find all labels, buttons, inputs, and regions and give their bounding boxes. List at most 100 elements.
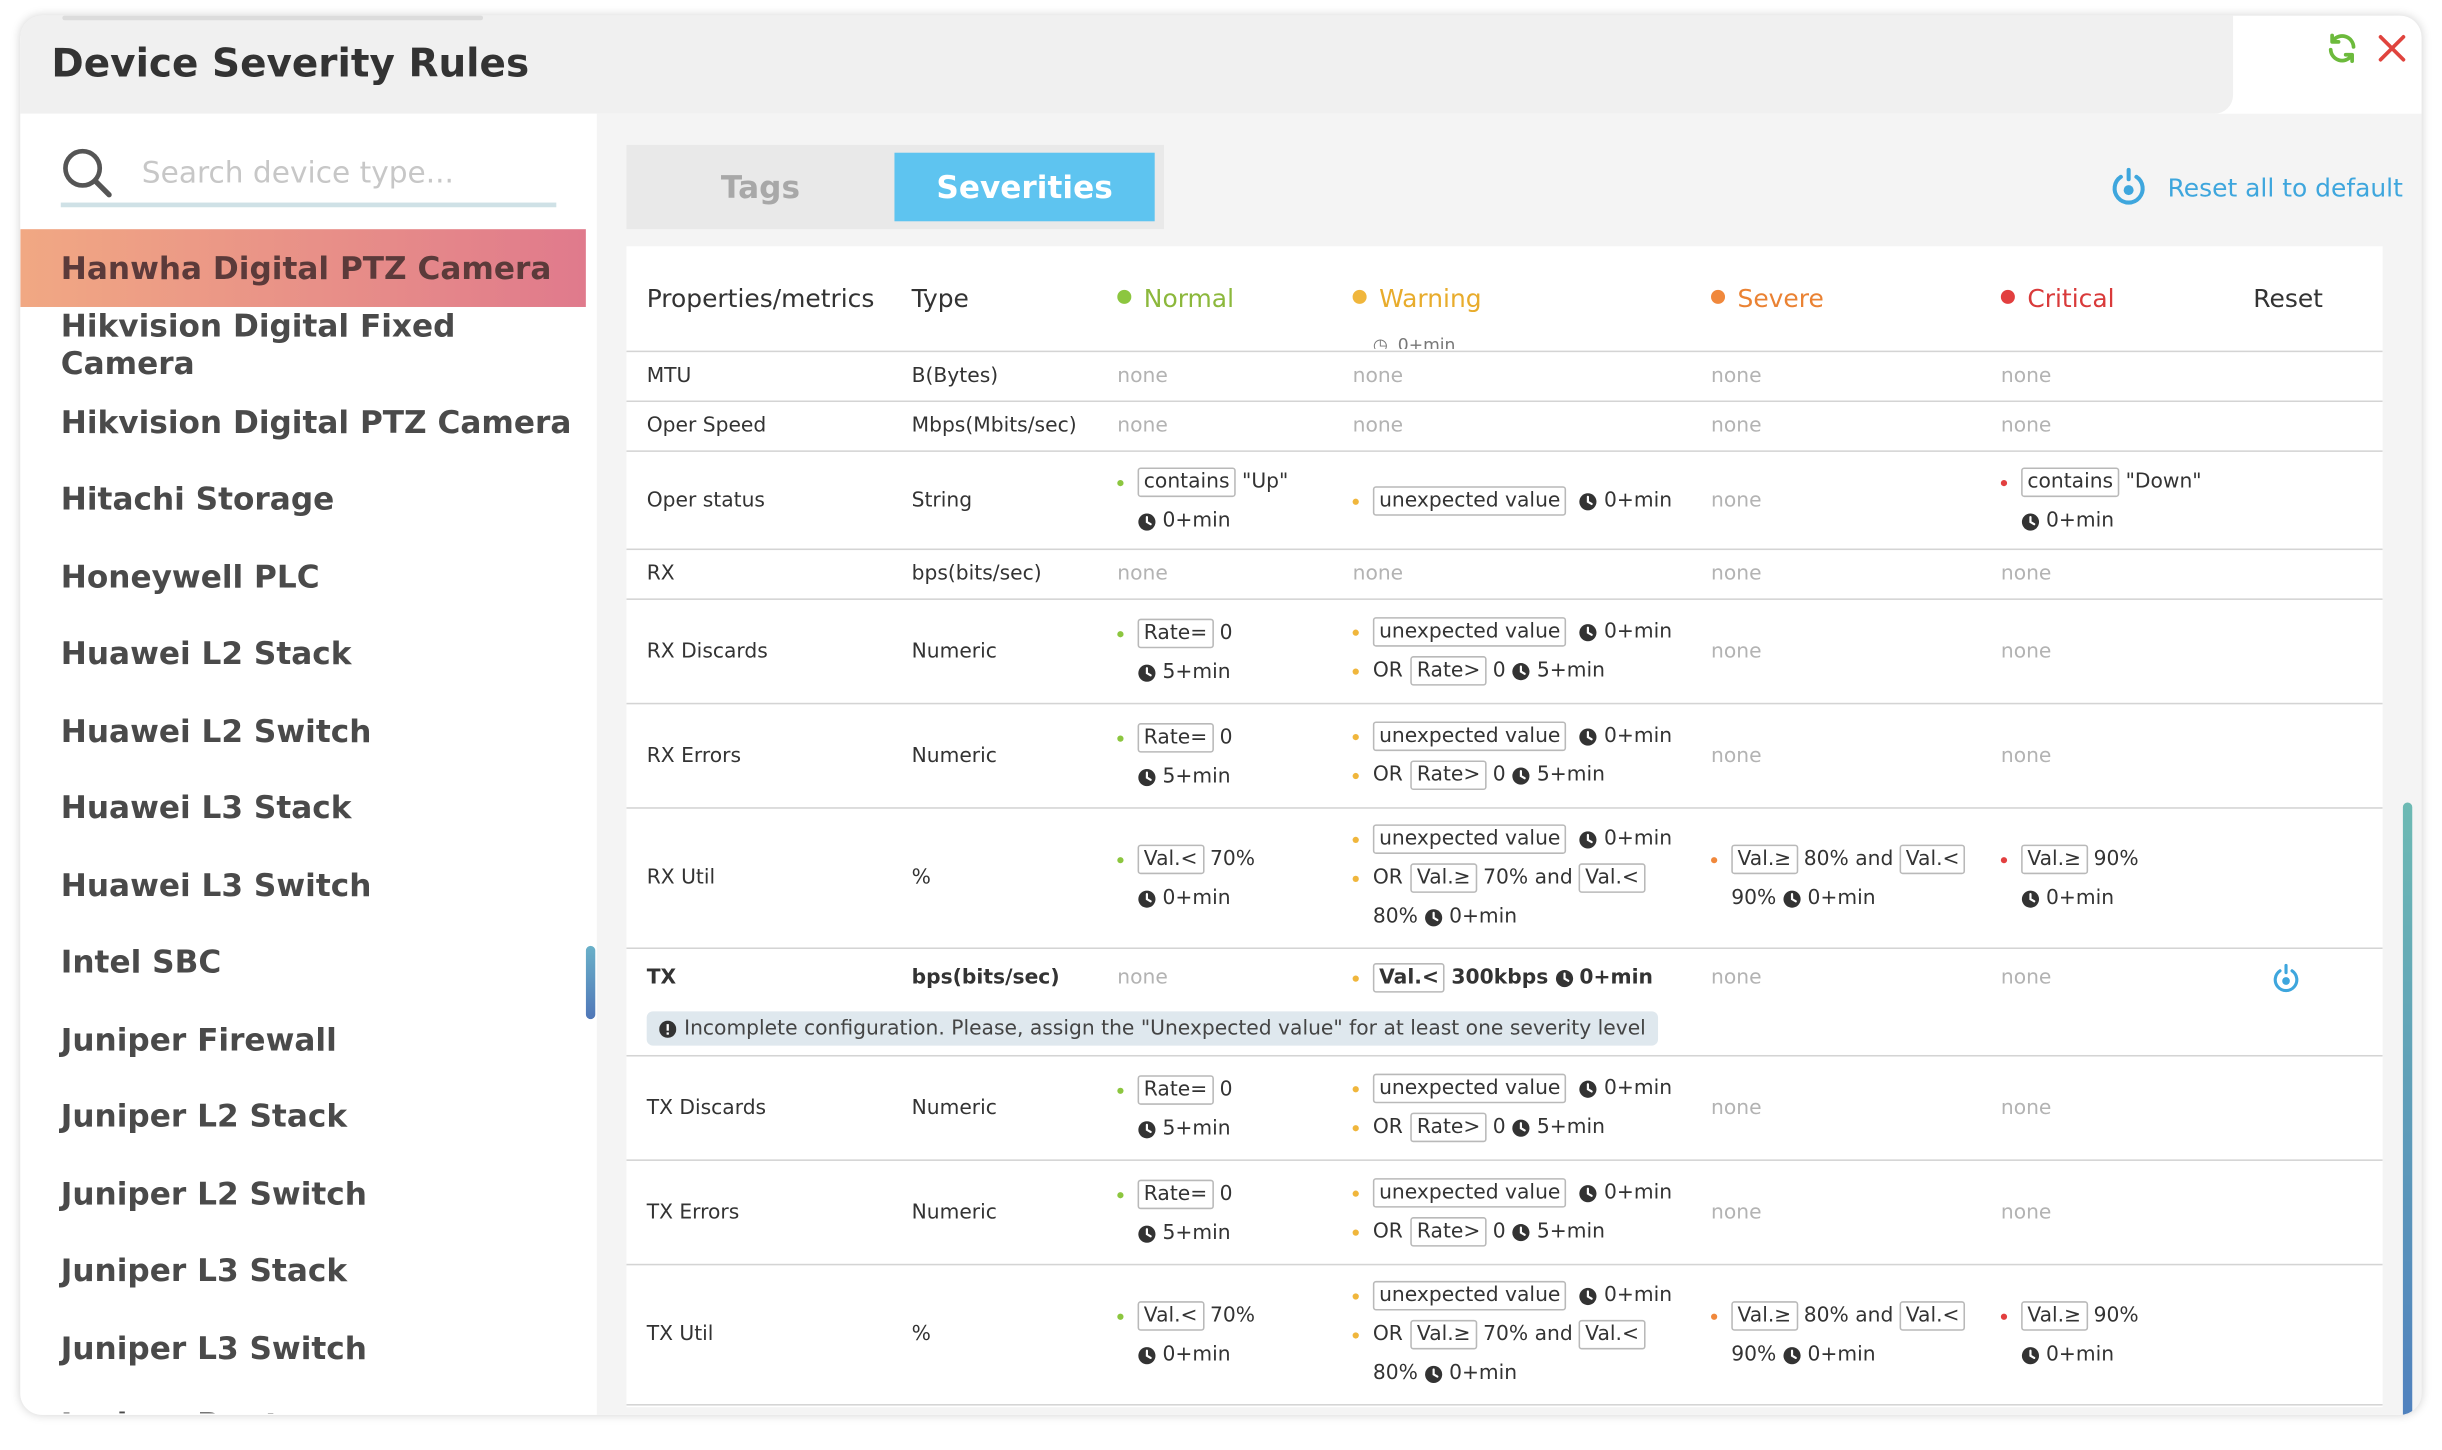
warning-rule[interactable]: unexpected value 0+min OR Rate> 0 5+min (1352, 717, 1672, 795)
rule-time: 5+min (1536, 1220, 1605, 1244)
metric-type: Numeric (911, 1097, 997, 1121)
operator-box[interactable]: unexpected value (1372, 721, 1567, 752)
rule-line: OR Rate> 0 5+min (1352, 1108, 1672, 1147)
critical-rule[interactable]: Val.≥ 90% 0+min (2000, 1297, 2139, 1375)
sidebar-item[interactable]: Honeywell PLC (60, 557, 320, 595)
normal-rule[interactable]: Val.< 70% 0+min (1117, 1297, 1255, 1375)
operator-box[interactable]: Rate= (1137, 723, 1214, 753)
operator-box[interactable]: Rate> (1410, 760, 1487, 791)
operator-box[interactable]: Rate> (1410, 1112, 1487, 1143)
operator-box[interactable]: Val.≥ (1410, 863, 1477, 893)
info-icon (659, 1019, 677, 1038)
operator-box[interactable]: contains (1137, 467, 1236, 498)
operator-box[interactable]: unexpected value (1372, 1073, 1567, 1104)
operator-box[interactable]: unexpected value (1372, 824, 1567, 854)
sidebar-item[interactable]: Hikvision Digital Fixed Camera (60, 307, 456, 383)
operator-box[interactable]: unexpected value (1372, 1178, 1567, 1208)
row-reset-icon[interactable] (2270, 963, 2301, 994)
warning-rule[interactable]: Val.< 300kbps 0+min (1352, 958, 1653, 997)
operator-box[interactable]: Val.< (1137, 844, 1204, 875)
rule-time: 5+min (1536, 659, 1605, 683)
operator-box[interactable]: Val.< (1578, 863, 1646, 893)
sidebar-item[interactable]: Juniper L3 Switch (60, 1328, 367, 1367)
severe-rule[interactable]: Val.≥ 80% and Val.< 90% 0+min (1711, 840, 1972, 918)
normal-rule[interactable]: Rate= 0 5+min (1117, 718, 1233, 796)
sidebar-item[interactable]: Hikvision Digital PTZ Camera (60, 403, 572, 441)
normal-rule[interactable]: Rate= 0 5+min (1117, 1175, 1233, 1253)
operator-box[interactable]: unexpected value (1372, 486, 1567, 516)
operator-box[interactable]: Rate> (1410, 1217, 1487, 1247)
sidebar-item[interactable]: Juniper Firewall (60, 1020, 337, 1058)
warning-rule[interactable]: unexpected value 0+min (1352, 482, 1672, 521)
operator-box[interactable]: Val.≥ (2021, 844, 2088, 875)
normal-rule[interactable]: contains "Up" 0+min (1117, 463, 1288, 541)
sidebar-item[interactable]: Juniper L2 Switch (60, 1174, 367, 1212)
warning-rule[interactable]: unexpected value 0+min OR Rate> 0 5+min (1352, 612, 1672, 690)
clock-icon (1424, 908, 1443, 927)
critical-rule[interactable]: contains "Down" 0+min (2000, 463, 2202, 541)
severe-rule[interactable]: Val.≥ 80% and Val.< 90% 0+min (1711, 1297, 1972, 1375)
operator-box[interactable]: unexpected value (1372, 617, 1567, 647)
sidebar-item[interactable]: Huawei L3 Switch (60, 866, 372, 904)
table-scrollbar[interactable] (2402, 802, 2413, 1415)
clock-icon (1512, 766, 1531, 785)
normal-rule[interactable]: Val.< 70% 0+min (1117, 840, 1255, 918)
tab-tags[interactable]: Tags (720, 168, 801, 206)
tab-severities[interactable]: Severities (894, 152, 1155, 222)
clock-icon (1138, 1120, 1157, 1139)
clock-icon (1579, 1184, 1598, 1203)
sidebar-item[interactable]: Intel SBC (60, 943, 222, 981)
operator-box[interactable]: Rate= (1137, 618, 1214, 649)
reset-all-button[interactable]: Reset all to default (2108, 167, 2403, 208)
warning-rule[interactable]: unexpected value 0+min OR Rate> 0 5+min (1352, 1173, 1672, 1251)
warning-rule[interactable]: unexpected value 0+min OR Val.≥ 70% and Val.<… (1352, 820, 1672, 937)
rule-value: 0 (1492, 659, 1506, 683)
operator-box[interactable]: unexpected value (1372, 1280, 1567, 1311)
critical-rule[interactable]: Val.≥ 90% 0+min (2000, 840, 2139, 918)
none-value: none (1711, 414, 1762, 438)
sidebar-item[interactable]: Juniper L2 Stack (60, 1097, 348, 1135)
sidebar-item[interactable]: Juniper Router (20, 1386, 586, 1413)
refresh-icon[interactable] (2325, 31, 2359, 65)
operator-box[interactable]: contains (2021, 467, 2120, 498)
warning-bullet-icon (1352, 1331, 1359, 1338)
operator-box[interactable]: Val.< (1899, 844, 1966, 875)
warning-rule[interactable]: unexpected value 0+min OR Val.≥ 70% and Val.<… (1352, 1276, 1672, 1393)
operator-box[interactable]: Val.≥ (1731, 844, 1798, 875)
operator-box[interactable]: Val.≥ (2021, 1301, 2088, 1331)
table-row: TX Util% Val.< 70% 0+min unexpected value 0+m… (626, 1265, 2383, 1406)
sidebar-item[interactable]: Hitachi Storage (60, 480, 335, 518)
close-icon[interactable] (2375, 31, 2409, 65)
operator-box[interactable]: Rate> (1410, 656, 1487, 686)
metric-name: TX Errors (646, 1201, 740, 1225)
none-value: none (2000, 966, 2052, 990)
operator-box[interactable]: Rate= (1137, 1179, 1214, 1210)
operator-box[interactable]: Rate= (1137, 1075, 1214, 1105)
warning-rule[interactable]: unexpected value 0+min OR Rate> 0 5+min (1352, 1069, 1672, 1147)
rule-line: Rate= 0 (1117, 614, 1233, 653)
metric-type: % (911, 1322, 931, 1347)
rule-time: 0+min (1579, 966, 1653, 990)
rule-line: 0+min (2001, 879, 2139, 918)
rule-line: 5+min (1117, 1214, 1232, 1253)
operator-box[interactable]: Val.≥ (1731, 1301, 1798, 1331)
normal-rule[interactable]: Rate= 0 5+min (1117, 1071, 1233, 1149)
sidebar-item[interactable]: Huawei L2 Switch (60, 711, 372, 750)
sidebar-item[interactable]: Huawei L2 Stack (60, 634, 352, 673)
operator-box[interactable]: Val.< (1899, 1301, 1966, 1331)
warning-bullet-icon (1352, 836, 1359, 843)
operator-box[interactable]: Val.< (1137, 1301, 1204, 1331)
clock-icon (2021, 1346, 2040, 1365)
col-header-properties: Properties/metrics (646, 283, 875, 314)
table-row: TX Discards Numeric Rate= 0 5+min unexpected … (626, 1057, 2383, 1161)
sidebar-item[interactable]: Huawei L3 Stack (60, 788, 352, 827)
search-input[interactable] (141, 155, 532, 190)
normal-rule[interactable]: Rate= 0 5+min (1117, 614, 1233, 692)
sidebar-item[interactable]: Juniper L3 Stack (60, 1251, 348, 1290)
sidebar-item[interactable]: Hanwha Digital PTZ Camera (20, 229, 586, 307)
operator-box[interactable]: Val.< (1578, 1319, 1646, 1350)
none-value: none (1711, 364, 1762, 389)
operator-box[interactable]: Val.< (1372, 963, 1446, 993)
operator-box[interactable]: Val.≥ (1410, 1319, 1477, 1350)
sidebar-scrollbar[interactable] (585, 945, 596, 1020)
